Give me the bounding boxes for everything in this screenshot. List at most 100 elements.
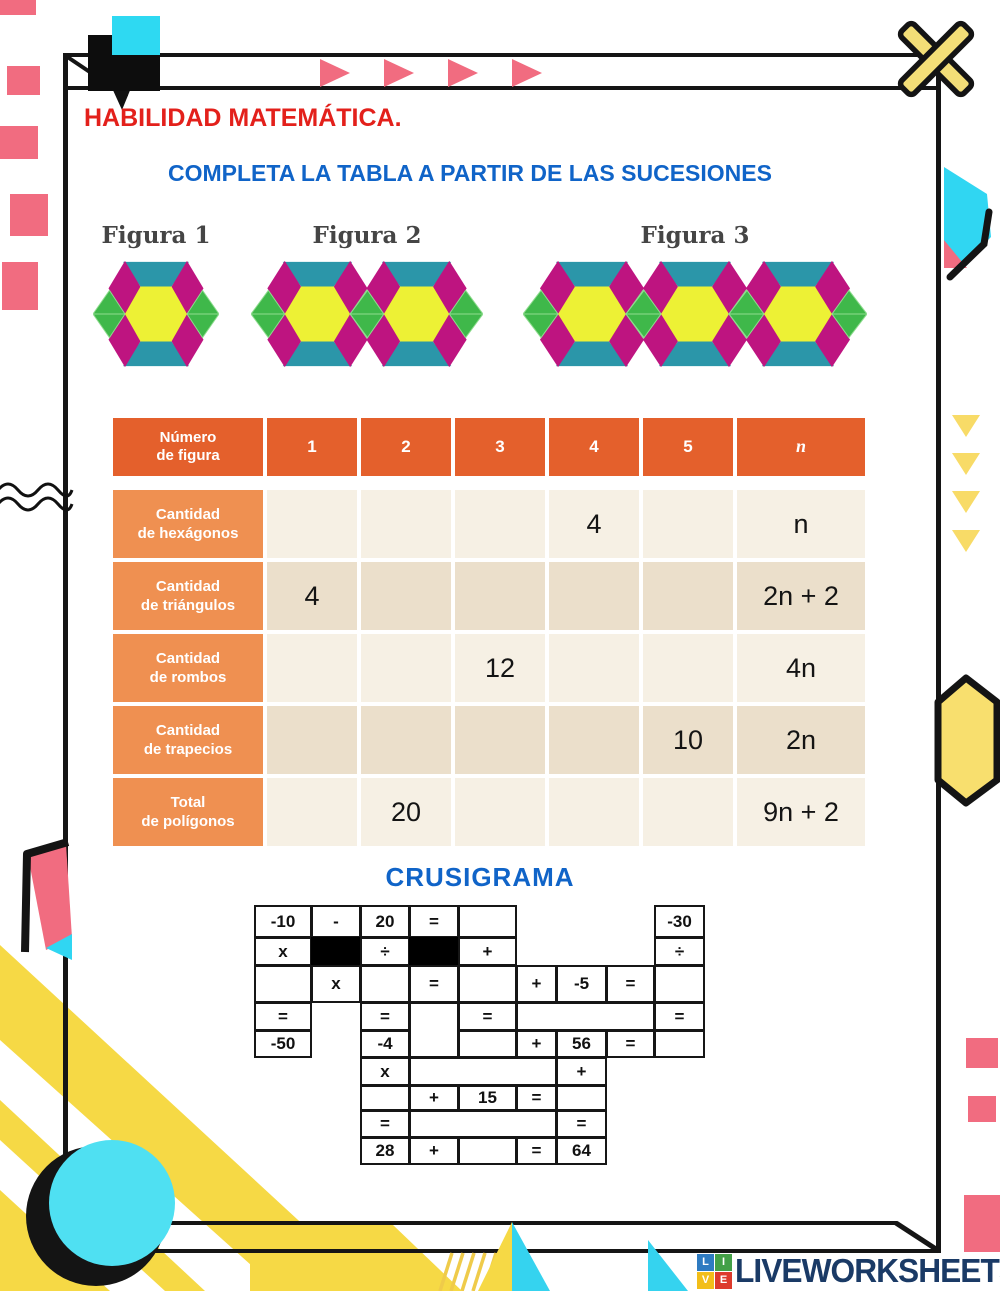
answer-cell-empty[interactable] [361, 706, 451, 774]
page-title: HABILIDAD MATEMÁTICA. [84, 104, 402, 132]
crossword-answer-cell[interactable] [360, 1085, 410, 1111]
answer-cell-filled[interactable]: 9n + 2 [737, 778, 865, 846]
answer-cell-empty[interactable] [643, 634, 733, 702]
sequence-table: Número de figura 1 2 3 4 5 n Cantidad de hexágo… [113, 418, 865, 846]
table-column-header: 4 [549, 418, 639, 476]
crossword-given-cell: -10 [254, 905, 312, 938]
crossword-given-cell: - [311, 905, 361, 938]
crossword-grid: -10-20 = -30 x ÷ + ÷ x = + -5 = = = = = -50 -4 +56 = x + +15 = =… [254, 905, 705, 1165]
frame-corner-diagonal [894, 1220, 941, 1254]
bottom-decorations [438, 1222, 688, 1291]
answer-cell-filled[interactable]: 4n [737, 634, 865, 702]
answer-cell-filled[interactable]: 4 [267, 562, 357, 630]
squiggle-lines-left [0, 482, 74, 512]
figure-label: Figura 1 [101, 222, 211, 249]
figure-label: Figura 2 [312, 222, 422, 249]
table-column-header: n [737, 418, 865, 476]
crossword-given-cell: = [516, 1137, 557, 1165]
pattern-blocks-figure-3 [523, 260, 867, 368]
yellow-x-icon [897, 20, 975, 98]
crossword-given-cell: -30 [654, 905, 705, 938]
table-row-label: Total de polígonos [113, 778, 263, 846]
answer-cell-filled[interactable]: 12 [455, 634, 545, 702]
answer-cell-empty[interactable] [361, 562, 451, 630]
logo-square-l: L [697, 1253, 714, 1271]
cyan-pentagon-right [944, 167, 993, 281]
answer-cell-empty[interactable] [549, 634, 639, 702]
crossword-given-cell: = [556, 1110, 607, 1138]
answer-cell-filled[interactable]: 20 [361, 778, 451, 846]
yellow-triangles-right [952, 415, 980, 552]
figure-block-2: Figura 2 [250, 222, 484, 373]
table-row-label: Cantidad de trapecios [113, 706, 263, 774]
answer-cell-empty[interactable] [361, 490, 451, 558]
table-column-header: 3 [455, 418, 545, 476]
crossword-given-cell: 28 [360, 1137, 410, 1165]
logo-square-e: E [715, 1271, 732, 1289]
answer-cell-empty[interactable] [455, 490, 545, 558]
answer-cell-empty[interactable] [643, 562, 733, 630]
crossword-given-cell: = [654, 1002, 705, 1031]
crossword-title: CRUSIGRAMA [385, 862, 575, 892]
pattern-blocks-figure-2 [251, 260, 483, 368]
answer-cell-empty[interactable] [267, 490, 357, 558]
crossword-answer-cell[interactable] [458, 965, 517, 1003]
crossword-given-cell: 15 [458, 1085, 517, 1111]
crossword-given-cell: x [360, 1057, 410, 1086]
crossword-given-cell: x [254, 937, 312, 966]
pink-rectangles-left [0, 0, 48, 310]
pink-trapezoid-bottom-left [21, 838, 72, 960]
answer-cell-empty[interactable] [549, 706, 639, 774]
cyan-square-top-left [112, 16, 160, 55]
crossword-answer-cell[interactable] [654, 1030, 705, 1058]
answer-cell-empty[interactable] [267, 706, 357, 774]
brand-name: LIVEWORKSHEETS [735, 1252, 1000, 1289]
crossword-answer-cell[interactable] [409, 1110, 557, 1138]
answer-cell-filled[interactable]: 4 [549, 490, 639, 558]
answer-cell-empty[interactable] [455, 706, 545, 774]
table-column-header: 2 [361, 418, 451, 476]
crossword-answer-cell[interactable] [458, 1137, 517, 1165]
answer-cell-filled[interactable]: 2n + 2 [737, 562, 865, 630]
figure-label: Figura 3 [640, 222, 750, 249]
table-row-label: Cantidad de hexágonos [113, 490, 263, 558]
answer-cell-empty[interactable] [549, 778, 639, 846]
answer-cell-empty[interactable] [643, 490, 733, 558]
crossword-answer-cell[interactable] [458, 905, 517, 938]
crossword-given-cell: = [409, 965, 459, 1003]
crossword-answer-cell[interactable] [556, 1085, 607, 1111]
crossword-given-cell: = [516, 1085, 557, 1111]
crossword-answer-cell[interactable] [516, 1002, 655, 1031]
answer-cell-empty[interactable] [267, 634, 357, 702]
frame-top-left-tick [112, 88, 131, 110]
answer-cell-empty[interactable] [549, 562, 639, 630]
crossword-given-cell: = [409, 905, 459, 938]
answer-cell-filled[interactable]: 2n [737, 706, 865, 774]
answer-cell-empty[interactable] [361, 634, 451, 702]
crossword-given-cell: = [360, 1002, 410, 1031]
answer-cell-filled[interactable]: 10 [643, 706, 733, 774]
crossword-answer-cell[interactable] [254, 965, 312, 1003]
answer-cell-filled[interactable]: n [737, 490, 865, 558]
answer-cell-empty[interactable] [267, 778, 357, 846]
crossword-answer-cell[interactable] [409, 1002, 459, 1058]
crossword-answer-cell[interactable] [654, 965, 705, 1003]
crossword-given-cell: = [458, 1002, 517, 1031]
crossword-answer-cell[interactable] [409, 1057, 557, 1086]
yellow-hexagon-right [934, 674, 1000, 807]
crossword-given-cell: + [516, 1030, 557, 1058]
crossword-given-cell: = [360, 1110, 410, 1138]
crossword-black-cell [409, 937, 459, 966]
table-column-header: 1 [267, 418, 357, 476]
logo-square-v: V [697, 1271, 714, 1289]
answer-cell-empty[interactable] [455, 778, 545, 846]
answer-cell-empty[interactable] [455, 562, 545, 630]
crossword-answer-cell[interactable] [458, 1030, 517, 1058]
table-column-header: 5 [643, 418, 733, 476]
instruction-heading: COMPLETA LA TABLA A PARTIR DE LAS SUCESI… [168, 160, 772, 186]
answer-cell-empty[interactable] [643, 778, 733, 846]
crossword-answer-cell[interactable] [360, 965, 410, 1003]
crossword-given-cell: = [606, 1030, 655, 1058]
